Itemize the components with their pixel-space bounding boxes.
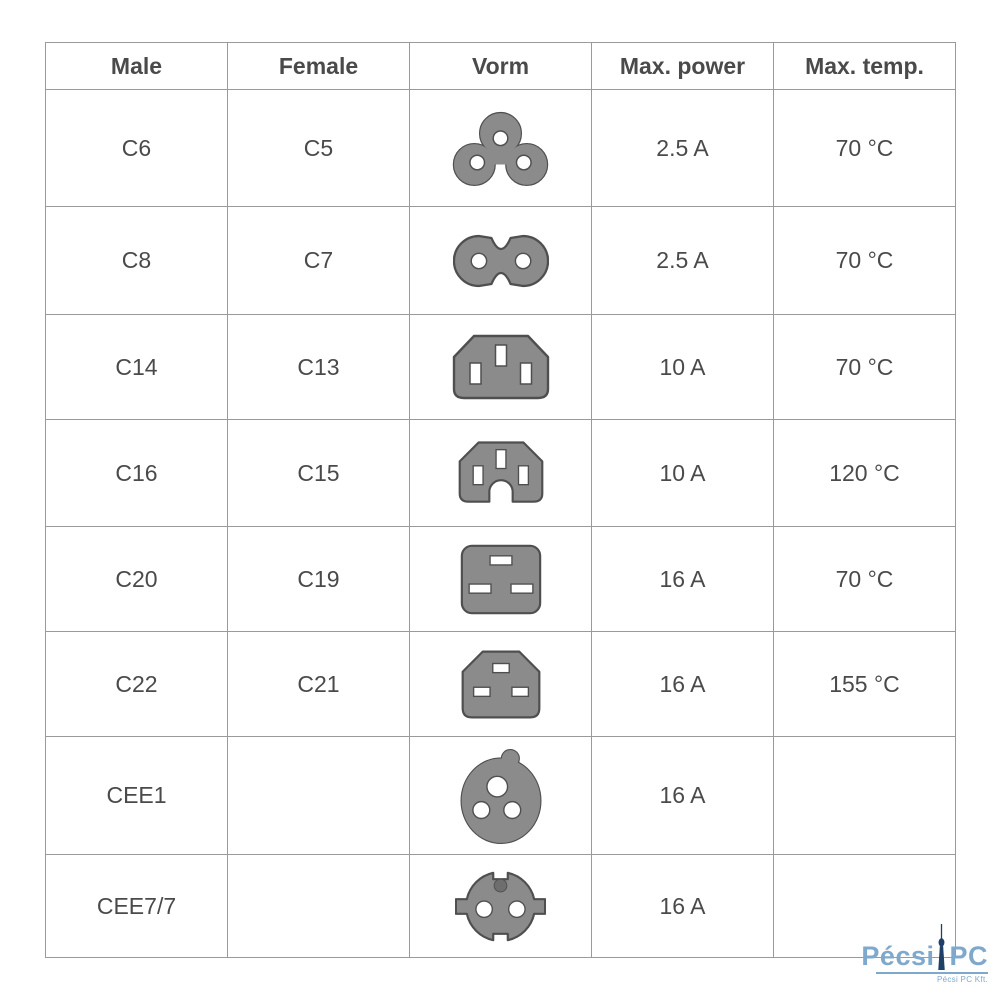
male-cell: C16 <box>45 419 228 527</box>
temp-cell: 70 °C <box>773 206 956 315</box>
table-row-c16: C16 C15 10 A 120 °C <box>45 419 956 527</box>
male-cell: CEE7/7 <box>45 854 228 958</box>
column-header-max-power: Max. power <box>591 42 774 90</box>
temp-cell: 155 °C <box>773 631 956 737</box>
column-header-max-temp: Max. temp. <box>773 42 956 90</box>
vorm-cell <box>409 631 592 737</box>
female-cell: C13 <box>227 314 410 420</box>
temp-cell: 70 °C <box>773 314 956 420</box>
header-row: Male Female Vorm Max. power Max. temp. <box>45 42 956 90</box>
pecsipc-logo: Pécsi PC Pécsi PC Kft. <box>861 924 988 984</box>
male-cell: C14 <box>45 314 228 420</box>
power-cell: 16 A <box>591 736 774 855</box>
table-row-cee1: CEE1 <box>45 736 956 855</box>
table-row-c22: C22 C21 16 A 155 °C <box>45 631 956 737</box>
column-header-male: Male <box>45 42 228 90</box>
male-cell: C6 <box>45 89 228 207</box>
column-header-vorm: Vorm <box>409 42 592 90</box>
cee77-schuko-connector-icon <box>455 871 546 941</box>
power-cell: 2.5 A <box>591 89 774 207</box>
vorm-cell <box>409 854 592 958</box>
table-row-cee77: CEE7/7 16 A <box>45 854 956 958</box>
logo-text-left: Pécsi <box>861 941 935 971</box>
temp-cell: 70 °C <box>773 526 956 632</box>
temp-cell: 70 °C <box>773 89 956 207</box>
temp-cell: 120 °C <box>773 419 956 527</box>
female-cell <box>227 854 410 958</box>
temp-cell <box>773 854 956 958</box>
column-header-female: Female <box>227 42 410 90</box>
power-cell: 10 A <box>591 419 774 527</box>
logo-subtext: Pécsi PC Kft. <box>936 975 988 984</box>
temp-cell <box>773 736 956 855</box>
c19-connector-icon <box>460 544 541 614</box>
connector-table: Male Female Vorm Max. power Max. temp. C… <box>45 42 956 958</box>
table-row-c8: C8 C7 2.5 A 70 °C <box>45 206 956 315</box>
vorm-cell <box>409 314 592 420</box>
vorm-cell <box>409 526 592 632</box>
table-row-c14: C14 C13 10 A 70 °C <box>45 314 956 420</box>
vorm-cell <box>409 89 592 207</box>
c5-cloverleaf-connector-icon <box>452 111 549 187</box>
logo-wordmark: Pécsi PC <box>861 924 988 970</box>
logo-underline <box>876 972 988 974</box>
c15-connector-icon <box>458 441 543 503</box>
vorm-cell <box>409 206 592 315</box>
female-cell: C21 <box>227 631 410 737</box>
female-cell <box>227 736 410 855</box>
male-cell: CEE1 <box>45 736 228 855</box>
power-cell: 16 A <box>591 526 774 632</box>
c7-figure-eight-connector-icon <box>452 234 549 287</box>
cee1-connector-icon <box>460 748 541 844</box>
male-cell: C20 <box>45 526 228 632</box>
female-cell: C19 <box>227 526 410 632</box>
logo-text-right: PC <box>949 941 988 971</box>
table-row-c20: C20 C19 16 A 70 °C <box>45 526 956 632</box>
female-cell: C5 <box>227 89 410 207</box>
female-cell: C7 <box>227 206 410 315</box>
power-cell: 16 A <box>591 631 774 737</box>
power-cell: 16 A <box>591 854 774 958</box>
male-cell: C8 <box>45 206 228 315</box>
power-cell: 10 A <box>591 314 774 420</box>
c21-connector-icon <box>461 650 540 718</box>
vorm-cell <box>409 736 592 855</box>
table-row-c6: C6 C5 2. <box>45 89 956 207</box>
vorm-cell <box>409 419 592 527</box>
tv-tower-icon <box>938 924 946 970</box>
power-cell: 2.5 A <box>591 206 774 315</box>
male-cell: C22 <box>45 631 228 737</box>
female-cell: C15 <box>227 419 410 527</box>
c13-connector-icon <box>452 334 549 400</box>
